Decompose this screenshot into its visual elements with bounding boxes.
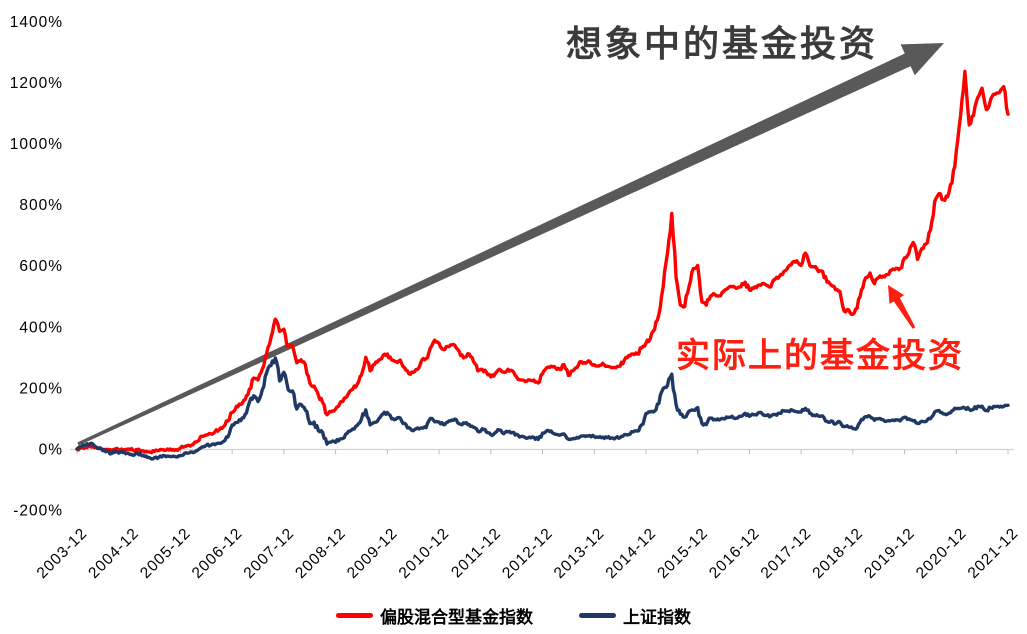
imagined-investment-label: 想象中的基金投资 (566, 24, 879, 64)
y-axis-tick-label: -200% (13, 503, 63, 520)
legend-item-fund-index: 偏股混合型基金指数 (336, 603, 533, 628)
x-axis-tick-label: 2016-12 (706, 525, 763, 582)
shanghai-index-line (75, 356, 1010, 461)
y-axis-tick-label: 600% (19, 258, 63, 275)
x-axis-tick-label: 2017-12 (758, 525, 815, 582)
y-axis-tick-label: 400% (19, 319, 63, 336)
x-axis-tick-label: 2021-12 (965, 525, 1022, 582)
x-axis-tick-label: 2014-12 (603, 525, 660, 582)
y-axis-tick-label: 1200% (10, 75, 63, 92)
x-axis-tick-label: 2019-12 (861, 525, 918, 582)
shanghai-index-line-swatch (579, 613, 616, 618)
fund-index-line-swatch (336, 613, 373, 618)
fund-index-line (75, 69, 1010, 455)
y-axis-tick-label: 200% (19, 380, 63, 397)
x-axis-tick-label: 2006-12 (189, 525, 246, 582)
chart-legend: 偏股混合型基金指数 上证指数 (0, 603, 1027, 628)
x-axis-tick-label: 2008-12 (292, 525, 349, 582)
legend-label-shanghai-index: 上证指数 (623, 608, 691, 627)
x-axis-tick-label: 2018-12 (809, 525, 866, 582)
x-axis-tick-label: 2013-12 (551, 525, 608, 582)
legend-item-shanghai-index: 上证指数 (579, 603, 691, 628)
x-axis-tick-label: 2015-12 (654, 525, 711, 582)
x-axis-tick-label: 2011-12 (448, 525, 504, 581)
y-axis-tick-label: 1400% (10, 14, 63, 31)
x-axis-tick-label: 2003-12 (34, 525, 91, 582)
x-axis-tick-label: 2012-12 (499, 525, 556, 582)
x-axis-tick-label: 2020-12 (913, 525, 970, 582)
x-axis-tick-label: 2007-12 (241, 525, 298, 582)
x-axis-tick-label: 2009-12 (344, 525, 401, 582)
x-axis-tick-label: 2010-12 (396, 525, 453, 582)
y-axis-tick-label: 0% (39, 442, 63, 459)
x-axis-tick-label: 2004-12 (85, 525, 142, 582)
legend-label-fund-index: 偏股混合型基金指数 (380, 608, 533, 627)
y-axis-tick-label: 1000% (10, 136, 63, 153)
actual-annotation-arrow (888, 285, 916, 329)
x-axis-tick-label: 2005-12 (137, 525, 194, 582)
actual-investment-label: 实际上的基金投资 (676, 338, 964, 375)
y-axis-tick-label: 800% (19, 197, 63, 214)
imagined-growth-arrow (77, 43, 945, 446)
